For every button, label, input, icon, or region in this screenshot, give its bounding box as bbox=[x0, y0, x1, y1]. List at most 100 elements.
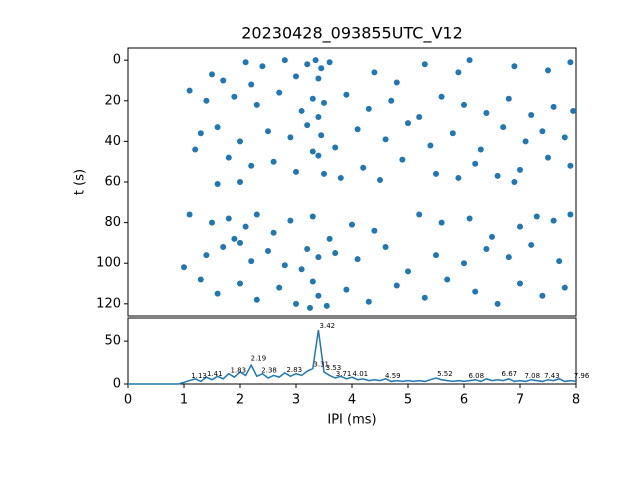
point bbox=[265, 248, 271, 255]
point bbox=[186, 87, 193, 94]
point bbox=[197, 130, 204, 137]
point bbox=[298, 266, 305, 273]
point bbox=[332, 144, 339, 151]
point bbox=[315, 114, 322, 121]
point bbox=[354, 126, 361, 133]
point bbox=[309, 278, 316, 285]
point bbox=[276, 89, 283, 96]
point bbox=[416, 114, 423, 121]
peak-label: 1.13 bbox=[191, 372, 207, 380]
point bbox=[237, 239, 243, 246]
point bbox=[455, 174, 462, 181]
point bbox=[377, 176, 383, 183]
point bbox=[248, 258, 255, 265]
point bbox=[477, 146, 484, 153]
point bbox=[382, 243, 389, 250]
point bbox=[323, 302, 330, 309]
point bbox=[309, 95, 316, 102]
point bbox=[253, 211, 260, 218]
point bbox=[505, 254, 512, 261]
point bbox=[304, 122, 311, 129]
point bbox=[181, 264, 187, 271]
point bbox=[528, 112, 535, 118]
point bbox=[248, 162, 255, 169]
point bbox=[242, 223, 249, 230]
point bbox=[287, 217, 294, 224]
point bbox=[321, 99, 327, 106]
point bbox=[438, 219, 445, 226]
point bbox=[466, 57, 473, 64]
point bbox=[253, 296, 260, 303]
peak-label: 4.01 bbox=[353, 370, 369, 378]
point bbox=[399, 156, 406, 163]
point bbox=[259, 63, 266, 70]
peak-label: 7.43 bbox=[544, 372, 560, 380]
point bbox=[281, 57, 288, 64]
point bbox=[539, 292, 546, 299]
x-tick-label: 0 bbox=[124, 393, 132, 408]
point bbox=[494, 300, 501, 307]
point bbox=[494, 172, 501, 179]
point bbox=[517, 280, 523, 287]
point bbox=[466, 215, 473, 222]
point bbox=[197, 276, 204, 283]
peak-label: 6.08 bbox=[468, 372, 484, 380]
point bbox=[461, 101, 467, 108]
x-tick-label: 2 bbox=[236, 393, 244, 408]
point bbox=[225, 154, 232, 161]
point bbox=[337, 174, 344, 181]
peak-label: 7.08 bbox=[524, 372, 540, 380]
y-tick-label: 80 bbox=[104, 215, 121, 230]
point bbox=[343, 91, 350, 98]
y-axis-label: t (s) bbox=[73, 169, 88, 195]
point bbox=[360, 164, 367, 171]
point bbox=[354, 256, 361, 263]
point bbox=[393, 282, 400, 289]
point bbox=[393, 79, 400, 86]
y-tick-label: 20 bbox=[104, 93, 121, 108]
point bbox=[556, 258, 563, 265]
peak-label: 7.96 bbox=[574, 372, 590, 380]
y-tick-label: 120 bbox=[96, 296, 121, 311]
point bbox=[315, 152, 322, 159]
y-tick-label: 0 bbox=[113, 53, 121, 68]
y-tick-label: 40 bbox=[104, 134, 121, 149]
point bbox=[203, 252, 210, 259]
point bbox=[231, 93, 238, 100]
y-tick-label: 60 bbox=[104, 175, 121, 190]
peak-label: 6.67 bbox=[502, 370, 518, 378]
point bbox=[511, 179, 518, 185]
point bbox=[225, 215, 232, 222]
point bbox=[533, 213, 540, 220]
point bbox=[567, 59, 574, 66]
point bbox=[248, 81, 255, 88]
point bbox=[315, 292, 322, 299]
axes-frame bbox=[127, 47, 577, 317]
point bbox=[349, 221, 355, 228]
point bbox=[293, 168, 299, 175]
point bbox=[550, 103, 557, 110]
point bbox=[265, 128, 271, 135]
point bbox=[237, 138, 243, 145]
point bbox=[326, 235, 333, 242]
point bbox=[293, 73, 299, 80]
point bbox=[270, 229, 277, 236]
point bbox=[309, 213, 316, 220]
point bbox=[561, 284, 568, 291]
point bbox=[444, 276, 451, 283]
peak-label: 3.42 bbox=[320, 322, 336, 330]
point bbox=[214, 124, 221, 131]
point bbox=[472, 160, 479, 167]
point bbox=[483, 246, 490, 252]
point bbox=[298, 107, 305, 114]
point bbox=[307, 304, 313, 311]
point bbox=[382, 136, 389, 143]
x-tick-label: 1 bbox=[180, 393, 188, 408]
point bbox=[421, 61, 428, 68]
point bbox=[220, 243, 227, 250]
point bbox=[455, 69, 462, 76]
point bbox=[517, 166, 523, 173]
point bbox=[433, 170, 439, 177]
y-tick-label: 100 bbox=[96, 256, 121, 271]
